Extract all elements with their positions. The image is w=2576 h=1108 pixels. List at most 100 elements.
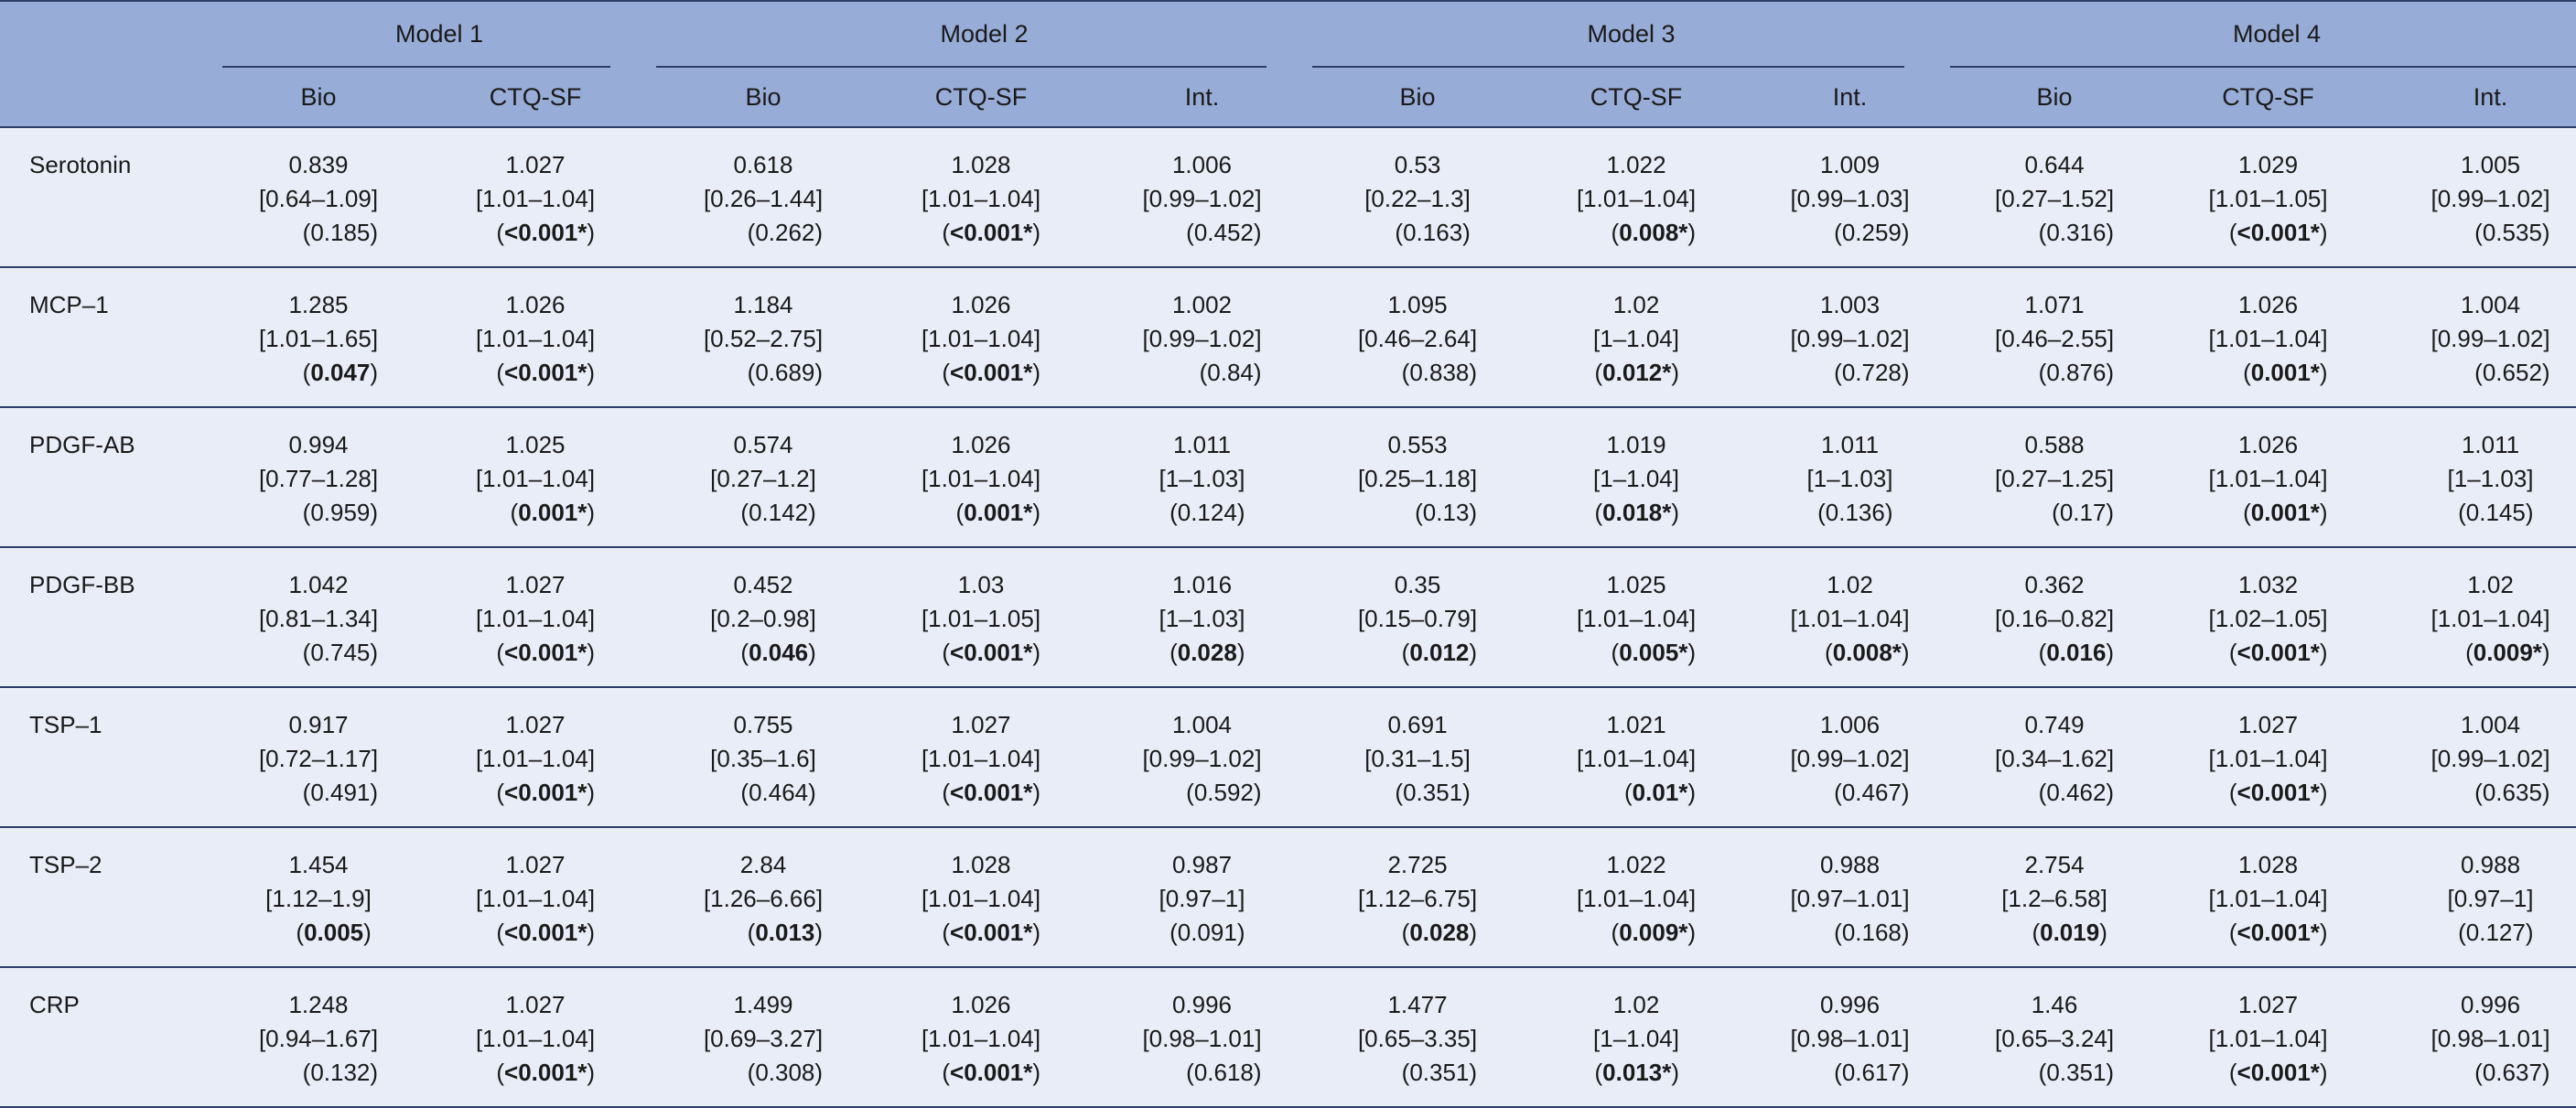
p-value: (<0.001*) (942, 919, 1041, 946)
p-value: (0.308) (747, 1059, 824, 1086)
p-value: (<0.001*) (2228, 219, 2328, 246)
p-value: (0.012) (1401, 639, 1478, 666)
table-cell: 1.026 [1.01–1.04] (<0.001*) (870, 267, 1092, 408)
estimate-value: 1.03 (957, 571, 1005, 598)
table-cell: 1.248 [0.94–1.67] (0.132) (222, 967, 415, 1108)
table-row: PDGF-BB 1.042 [0.81–1.34] (0.745) 1.027 [1.01… (0, 547, 2576, 688)
p-value: (0.091) (1169, 919, 1245, 946)
table-cell: 1.003 [0.99–1.02] (0.728) (1750, 267, 1951, 408)
table-cell: 1.03 [1.01–1.05] (<0.001*) (870, 547, 1092, 688)
p-value-number: <0.001* (950, 779, 1033, 806)
table-cell: 1.027 [1.01–1.04] (<0.001*) (415, 967, 656, 1108)
column-header: CTQ-SF (1523, 68, 1751, 128)
p-value-number: 0.618 (1193, 1059, 1254, 1086)
table-cell: 0.452 [0.2–0.98] (0.046) (656, 547, 870, 688)
confidence-interval: [0.25–1.18] (1357, 465, 1478, 492)
table-cell: 0.588 [0.27–1.25] (0.17) (1950, 407, 2160, 548)
p-value-number: <0.001* (950, 639, 1033, 666)
estimate-value: 1.019 (1606, 431, 1666, 458)
group-header-model-4: Model 4 (1950, 0, 2576, 69)
estimate-value: 2.84 (739, 851, 787, 878)
confidence-interval: [1.01–1.05] (2208, 185, 2328, 212)
p-value-number: 0.018* (1602, 499, 1672, 526)
table-cell: 1.028 [1.01–1.04] (<0.001*) (870, 127, 1092, 268)
p-value: (0.127) (2458, 919, 2534, 946)
p-value: (0.13) (1415, 499, 1478, 526)
p-value-number: 0.005* (1619, 639, 1688, 666)
p-value: (0.013*) (1594, 1059, 1679, 1086)
column-header: CTQ-SF (870, 68, 1092, 128)
p-value: (0.617) (1834, 1059, 1910, 1086)
p-value-number: <0.001* (2236, 639, 2320, 666)
p-value-number: 0.091 (1177, 919, 1237, 946)
confidence-interval: [1.01–1.04] (475, 885, 596, 912)
p-value: (<0.001*) (2228, 779, 2328, 806)
confidence-interval: [0.69–3.27] (703, 1025, 824, 1052)
p-value-number: <0.001* (504, 1059, 587, 1086)
p-value: (0.019) (2032, 919, 2107, 946)
p-value: (0.028) (1169, 639, 1245, 666)
estimate-value: 1.028 (951, 151, 1011, 178)
p-value-number: 0.535 (2482, 219, 2542, 246)
confidence-interval: [0.99–1.02] (1790, 745, 1910, 772)
table-cell: 2.725 [1.12–6.75] (0.028) (1312, 827, 1524, 968)
confidence-interval: [1.01–1.04] (1576, 885, 1697, 912)
p-value-number: 0.491 (310, 779, 371, 806)
table-cell: 1.011 [1–1.03] (0.145) (2377, 407, 2576, 548)
confidence-interval: [0.27–1.2] (710, 465, 816, 492)
table-cell: 0.988 [0.97–1.01] (0.168) (1750, 827, 1951, 968)
table-cell: 2.84 [1.26–6.66] (0.013) (656, 827, 870, 968)
group-header-row: Model 1 Model 2 Model 3 Model 4 (0, 0, 2576, 69)
estimate-value: 0.452 (733, 571, 793, 598)
p-value: (0.351) (1395, 779, 1471, 806)
p-value: (0.168) (1834, 919, 1910, 946)
p-value-number: 0.351 (1403, 779, 1463, 806)
p-value-number: 0.028 (1409, 919, 1470, 946)
estimate-value: 1.248 (288, 991, 349, 1018)
p-value: (0.652) (2474, 359, 2550, 386)
confidence-interval: [1.01–1.65] (258, 325, 379, 352)
confidence-interval: [1.01–1.04] (921, 885, 1041, 912)
p-value: (0.047) (302, 359, 379, 386)
estimate-value: 0.917 (288, 711, 349, 738)
row-label: CRP (0, 967, 222, 1108)
p-value-number: 0.047 (310, 359, 371, 386)
p-value: (0.163) (1395, 219, 1471, 246)
estimate-value: 1.025 (1606, 571, 1666, 598)
p-value-number: 0.016 (2046, 639, 2107, 666)
p-value: (0.012*) (1594, 359, 1679, 386)
p-value-number: 0.308 (755, 1059, 815, 1086)
p-value-number: 0.635 (2482, 779, 2542, 806)
p-value: (0.142) (740, 499, 816, 526)
p-value-number: <0.001* (2236, 919, 2320, 946)
p-value: (<0.001*) (496, 779, 596, 806)
column-header: Int. (2377, 68, 2576, 128)
row-label: PDGF-BB (0, 547, 222, 688)
estimate-value: 1.042 (288, 571, 349, 598)
p-value-number: 0.876 (2046, 359, 2107, 386)
table-cell: 0.362 [0.16–0.82] (0.016) (1950, 547, 2160, 688)
p-value: (0.491) (302, 779, 379, 806)
confidence-interval: [0.81–1.34] (258, 605, 379, 632)
p-value-number: 0.124 (1177, 499, 1237, 526)
confidence-interval: [1.2–6.58] (2001, 885, 2107, 912)
p-value: (0.467) (1834, 779, 1910, 806)
column-header: Bio (656, 68, 870, 128)
estimate-value: 1.02 (1612, 991, 1660, 1018)
table-cell: 1.026 [1.01–1.04] (0.001*) (870, 407, 1092, 548)
p-value: (0.17) (2052, 499, 2115, 526)
p-value-number: 0.351 (1409, 1059, 1470, 1086)
p-value: (0.259) (1834, 219, 1910, 246)
confidence-interval: [0.52–2.75] (703, 325, 824, 352)
p-value: (0.462) (2038, 779, 2115, 806)
table-cell: 1.004 [0.99–1.02] (0.592) (1092, 687, 1313, 828)
estimate-value: 0.988 (1819, 851, 1881, 878)
estimate-value: 1.006 (1819, 711, 1881, 738)
confidence-interval: [1.01–1.04] (2208, 465, 2328, 492)
p-value-number: 0.13 (1422, 499, 1470, 526)
confidence-interval: [1–1.04] (1593, 325, 1679, 352)
estimate-value: 0.574 (733, 431, 793, 458)
estimate-value: 0.996 (1171, 991, 1233, 1018)
p-value-number: 0.012 (1409, 639, 1470, 666)
